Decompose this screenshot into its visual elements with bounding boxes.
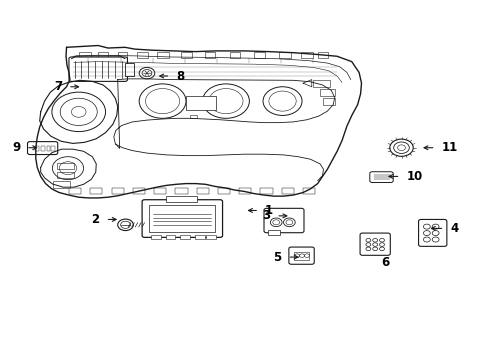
- Bar: [218, 188, 230, 194]
- Bar: [194, 235, 204, 239]
- Bar: [166, 196, 196, 202]
- Bar: [206, 235, 216, 239]
- Bar: [35, 146, 39, 151]
- Bar: [53, 181, 70, 188]
- FancyBboxPatch shape: [27, 141, 58, 154]
- Bar: [189, 115, 196, 118]
- Bar: [175, 188, 187, 194]
- Bar: [320, 89, 334, 96]
- Bar: [151, 235, 160, 239]
- Text: 11: 11: [441, 141, 457, 154]
- Bar: [157, 51, 168, 58]
- Bar: [317, 51, 328, 58]
- Bar: [51, 146, 55, 151]
- Bar: [181, 51, 191, 58]
- Bar: [125, 63, 134, 76]
- Bar: [254, 51, 264, 58]
- Bar: [205, 51, 215, 58]
- Bar: [180, 235, 189, 239]
- Text: 10: 10: [406, 170, 422, 183]
- Bar: [312, 80, 329, 87]
- Bar: [165, 235, 175, 239]
- Text: 5: 5: [273, 251, 281, 264]
- FancyBboxPatch shape: [264, 208, 304, 233]
- Bar: [57, 172, 74, 178]
- Text: 8: 8: [176, 69, 184, 82]
- Bar: [41, 146, 44, 151]
- Text: 6: 6: [380, 256, 388, 269]
- Bar: [137, 51, 148, 58]
- Bar: [69, 188, 81, 194]
- FancyBboxPatch shape: [69, 57, 127, 81]
- FancyBboxPatch shape: [359, 233, 389, 255]
- Bar: [111, 188, 123, 194]
- FancyBboxPatch shape: [369, 172, 392, 183]
- Bar: [303, 188, 315, 194]
- Text: 3: 3: [262, 210, 270, 222]
- Bar: [133, 188, 144, 194]
- Bar: [322, 98, 334, 105]
- Bar: [196, 188, 208, 194]
- FancyBboxPatch shape: [142, 200, 222, 237]
- Text: 1: 1: [264, 204, 272, 217]
- Bar: [98, 51, 108, 58]
- Text: 2: 2: [91, 213, 100, 226]
- Bar: [149, 205, 215, 232]
- Bar: [79, 51, 91, 58]
- Bar: [260, 188, 272, 194]
- Bar: [185, 96, 216, 110]
- Text: 9: 9: [12, 141, 20, 154]
- Bar: [294, 252, 308, 260]
- FancyBboxPatch shape: [418, 220, 446, 246]
- Bar: [300, 51, 312, 58]
- FancyBboxPatch shape: [288, 247, 314, 264]
- Bar: [281, 188, 293, 194]
- Text: 4: 4: [449, 222, 458, 235]
- Bar: [46, 146, 50, 151]
- Bar: [239, 188, 251, 194]
- Bar: [154, 188, 166, 194]
- Bar: [229, 51, 239, 58]
- Text: 7: 7: [54, 80, 62, 93]
- Bar: [118, 51, 127, 58]
- Bar: [90, 188, 102, 194]
- Bar: [57, 163, 74, 169]
- Bar: [278, 51, 290, 58]
- Bar: [267, 230, 280, 234]
